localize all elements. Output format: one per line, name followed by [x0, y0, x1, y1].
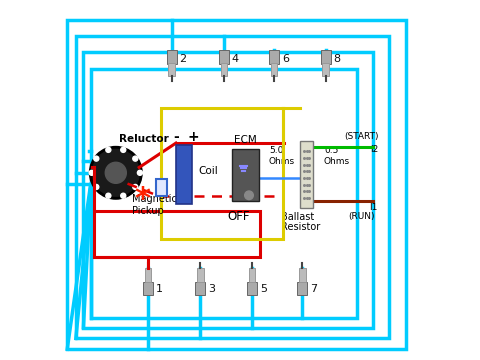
Text: Magnetic
Pickup: Magnetic Pickup: [132, 194, 177, 216]
Text: 8: 8: [334, 54, 341, 64]
Text: 7: 7: [310, 284, 317, 294]
Bar: [94, 211, 260, 257]
Text: -: -: [173, 130, 179, 144]
Bar: [176, 145, 192, 204]
Bar: [161, 108, 283, 239]
Bar: [269, 50, 279, 64]
Text: 4: 4: [232, 54, 239, 64]
Bar: [143, 282, 153, 295]
Bar: [168, 63, 175, 76]
Bar: [321, 50, 331, 64]
Bar: [84, 52, 373, 328]
Bar: [249, 268, 255, 282]
Text: 0.5
Ohms: 0.5 Ohms: [324, 147, 350, 166]
Circle shape: [92, 149, 139, 196]
Text: 2: 2: [180, 54, 187, 64]
Circle shape: [133, 156, 138, 161]
Circle shape: [137, 170, 143, 175]
Bar: [76, 36, 389, 338]
Bar: [145, 268, 152, 282]
Circle shape: [133, 184, 138, 189]
Circle shape: [94, 184, 99, 189]
Bar: [299, 268, 306, 282]
Text: Coil: Coil: [198, 166, 217, 176]
Text: Ballast: Ballast: [281, 212, 315, 222]
Circle shape: [106, 193, 111, 198]
Circle shape: [89, 170, 94, 175]
Bar: [219, 50, 229, 64]
Text: 5: 5: [260, 284, 267, 294]
Bar: [91, 69, 357, 318]
Circle shape: [89, 147, 142, 199]
Text: +: +: [187, 130, 199, 144]
Bar: [195, 282, 205, 295]
Text: 6: 6: [282, 54, 289, 64]
Text: Resistor: Resistor: [281, 222, 321, 233]
Bar: [271, 63, 277, 76]
Text: 3: 3: [208, 284, 216, 294]
Text: 5.0
Ohms: 5.0 Ohms: [269, 147, 295, 166]
Bar: [300, 141, 313, 208]
Text: ECM: ECM: [234, 135, 257, 145]
Bar: [247, 282, 257, 295]
Circle shape: [121, 193, 126, 198]
Circle shape: [245, 191, 253, 199]
Bar: [232, 148, 259, 201]
Bar: [197, 268, 204, 282]
Text: I2: I2: [371, 145, 379, 154]
Circle shape: [105, 162, 126, 183]
Bar: [167, 50, 177, 64]
Text: I1: I1: [369, 203, 377, 212]
Text: 1: 1: [156, 284, 163, 294]
Text: Reluctor: Reluctor: [120, 134, 169, 144]
Circle shape: [94, 156, 99, 161]
Bar: [156, 179, 167, 196]
Text: OFF: OFF: [227, 210, 250, 222]
Bar: [297, 282, 307, 295]
Bar: [323, 63, 329, 76]
Bar: [221, 63, 227, 76]
Circle shape: [121, 147, 126, 152]
Circle shape: [106, 147, 111, 152]
Text: (RUN): (RUN): [348, 212, 374, 221]
Text: (START): (START): [345, 132, 379, 141]
Text: *: *: [135, 185, 151, 214]
